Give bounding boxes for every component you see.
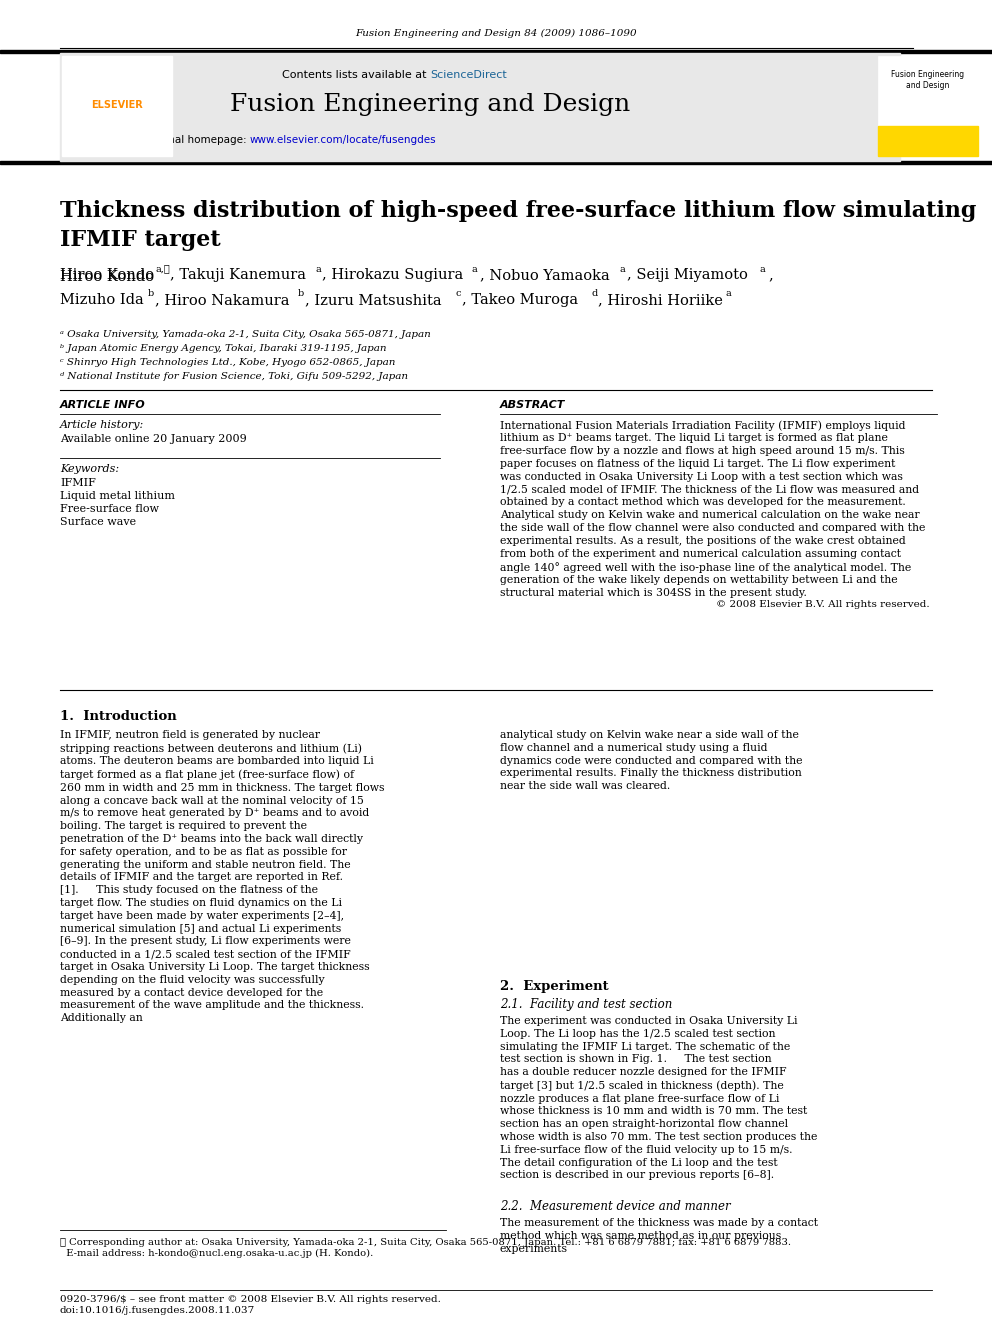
Text: Mizuho Ida: Mizuho Ida — [60, 292, 144, 307]
Text: ARTICLE INFO: ARTICLE INFO — [60, 400, 146, 410]
Text: , Izuru Matsushita: , Izuru Matsushita — [305, 292, 441, 307]
Text: IFMIF: IFMIF — [60, 478, 96, 488]
Text: The measurement of the thickness was made by a contact
method which was same met: The measurement of the thickness was mad… — [500, 1218, 818, 1254]
Text: 2.1.  Facility and test section: 2.1. Facility and test section — [500, 998, 673, 1011]
Text: , Nobuo Yamaoka: , Nobuo Yamaoka — [480, 269, 610, 282]
Text: Fusion Engineering and Design 84 (2009) 1086–1090: Fusion Engineering and Design 84 (2009) … — [355, 29, 637, 38]
Text: , Hiroshi Horiike: , Hiroshi Horiike — [598, 292, 723, 307]
Text: Fusion Engineering
and Design: Fusion Engineering and Design — [892, 70, 964, 90]
Text: analytical study on Kelvin wake near a side wall of the
flow channel and a numer: analytical study on Kelvin wake near a s… — [500, 730, 803, 791]
Text: d: d — [591, 290, 597, 299]
Text: In IFMIF, neutron field is generated by nuclear
stripping reactions between deut: In IFMIF, neutron field is generated by … — [60, 730, 385, 1023]
Text: Thickness distribution of high-speed free-surface lithium flow simulating
IFMIF : Thickness distribution of high-speed fre… — [60, 200, 976, 251]
Text: Hiroo Kondo: Hiroo Kondo — [60, 269, 154, 282]
Text: journal homepage:: journal homepage: — [148, 135, 250, 146]
Text: www.elsevier.com/locate/fusengdes: www.elsevier.com/locate/fusengdes — [250, 135, 436, 146]
Text: International Fusion Materials Irradiation Facility (IFMIF) employs liquid
lithi: International Fusion Materials Irradiati… — [500, 419, 926, 598]
Text: ᵇ Japan Atomic Energy Agency, Tokai, Ibaraki 319-1195, Japan: ᵇ Japan Atomic Energy Agency, Tokai, Iba… — [60, 344, 387, 353]
Text: ᶜ Shinryo High Technologies Ltd., Kobe, Hyogo 652-0865, Japan: ᶜ Shinryo High Technologies Ltd., Kobe, … — [60, 359, 396, 366]
Text: Available online 20 January 2009: Available online 20 January 2009 — [60, 434, 247, 445]
Text: a: a — [760, 265, 766, 274]
Bar — [62, 56, 172, 156]
Text: ABSTRACT: ABSTRACT — [500, 400, 565, 410]
Text: Contents lists available at: Contents lists available at — [282, 70, 430, 79]
Text: a,⋆: a,⋆ — [155, 265, 170, 274]
Text: Liquid metal lithium: Liquid metal lithium — [60, 491, 175, 501]
Text: Article history:: Article history: — [60, 419, 144, 430]
Text: 2.  Experiment: 2. Experiment — [500, 980, 609, 994]
Text: The experiment was conducted in Osaka University Li
Loop. The Li loop has the 1/: The experiment was conducted in Osaka Un… — [500, 1016, 817, 1180]
Text: , Takuji Kanemura: , Takuji Kanemura — [170, 269, 306, 282]
Bar — [878, 56, 978, 126]
Text: ★ Corresponding author at: Osaka University, Yamada-oka 2-1, Suita City, Osaka 5: ★ Corresponding author at: Osaka Univers… — [60, 1238, 791, 1258]
Text: , Hiroo Nakamura: , Hiroo Nakamura — [155, 292, 290, 307]
Text: ELSEVIER: ELSEVIER — [91, 101, 143, 110]
Text: 2.2.  Measurement device and manner: 2.2. Measurement device and manner — [500, 1200, 731, 1213]
Text: Surface wave: Surface wave — [60, 517, 136, 527]
Text: 1.  Introduction: 1. Introduction — [60, 710, 177, 722]
Text: ScienceDirect: ScienceDirect — [430, 70, 507, 79]
Text: ,: , — [768, 269, 773, 282]
Text: ᵃ Osaka University, Yamada-oka 2-1, Suita City, Osaka 565-0871, Japan: ᵃ Osaka University, Yamada-oka 2-1, Suit… — [60, 329, 431, 339]
Text: 0920-3796/$ – see front matter © 2008 Elsevier B.V. All rights reserved.
doi:10.: 0920-3796/$ – see front matter © 2008 El… — [60, 1295, 440, 1315]
Text: a: a — [726, 290, 732, 299]
Text: c: c — [455, 290, 460, 299]
Text: b: b — [298, 290, 305, 299]
Text: , Takeo Muroga: , Takeo Muroga — [462, 292, 578, 307]
Text: , Hirokazu Sugiura: , Hirokazu Sugiura — [322, 269, 463, 282]
Bar — [60, 53, 900, 161]
Text: Hiroo Kondo: Hiroo Kondo — [60, 270, 154, 284]
Text: ᵈ National Institute for Fusion Science, Toki, Gifu 509-5292, Japan: ᵈ National Institute for Fusion Science,… — [60, 372, 408, 381]
Bar — [878, 126, 978, 156]
Bar — [0, 50, 992, 53]
Text: , Seiji Miyamoto: , Seiji Miyamoto — [627, 269, 748, 282]
Text: a: a — [315, 265, 320, 274]
Text: b: b — [148, 290, 154, 299]
Text: Fusion Engineering and Design: Fusion Engineering and Design — [230, 94, 630, 116]
Text: © 2008 Elsevier B.V. All rights reserved.: © 2008 Elsevier B.V. All rights reserved… — [716, 601, 930, 609]
Text: Free-surface flow: Free-surface flow — [60, 504, 159, 515]
Text: a: a — [472, 265, 478, 274]
Text: a: a — [620, 265, 626, 274]
Bar — [0, 161, 992, 164]
Text: Keywords:: Keywords: — [60, 464, 119, 474]
